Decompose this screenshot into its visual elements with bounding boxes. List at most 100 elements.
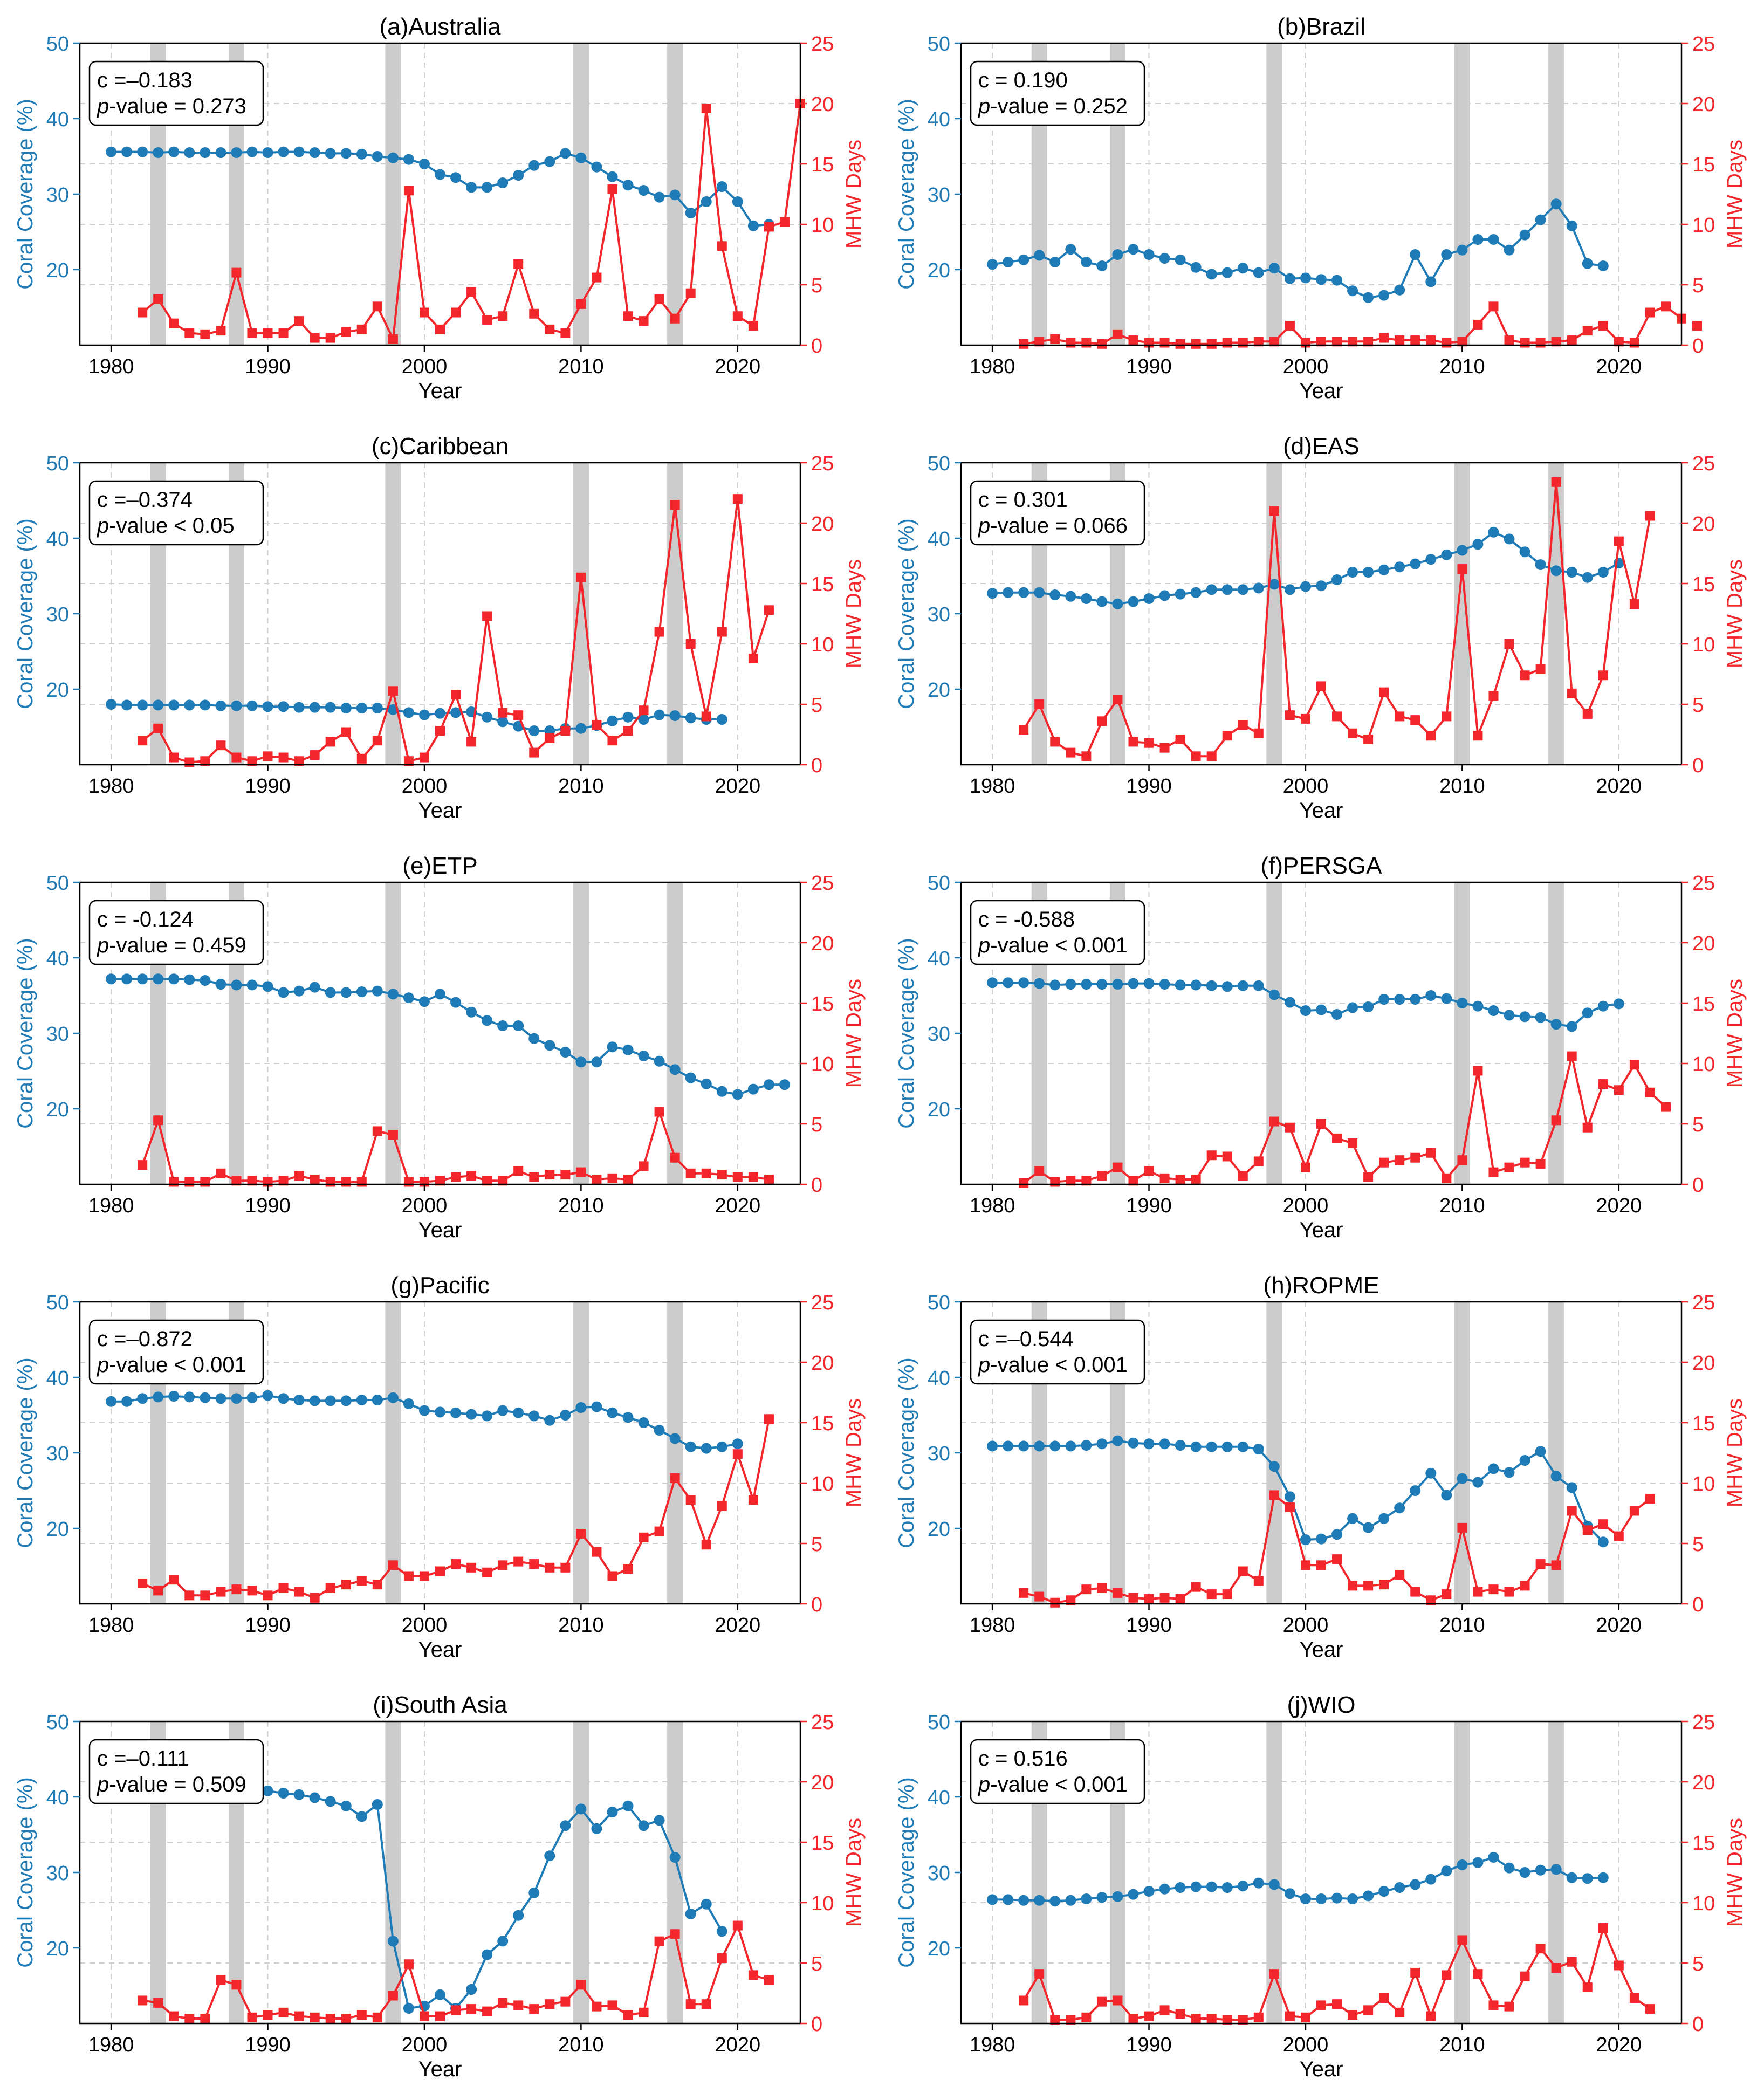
- coral-point: [1613, 998, 1624, 1010]
- coral-point: [607, 1807, 618, 1817]
- x-axis-label: Year: [1300, 799, 1343, 822]
- coral-point: [1018, 1440, 1029, 1452]
- mhw-point: [1488, 2000, 1499, 2010]
- coral-point: [450, 172, 462, 183]
- coral-point: [1535, 214, 1546, 225]
- mhw-point: [1269, 506, 1279, 516]
- y-left-tick-label: 20: [46, 1518, 69, 1541]
- mhw-point: [1504, 1587, 1514, 1597]
- mhw-point: [1034, 1166, 1045, 1176]
- x-axis-label: Year: [1300, 1218, 1343, 1242]
- mhw-point: [1034, 1591, 1045, 1602]
- coral-point: [435, 1406, 445, 1418]
- mhw-point: [1582, 1525, 1593, 1535]
- mhw-point: [1395, 1570, 1405, 1580]
- y-right-tick-label: 15: [1692, 993, 1715, 1015]
- mhw-point: [1535, 664, 1546, 675]
- mhw-point: [498, 311, 508, 321]
- x-tick-label: 1990: [245, 1614, 291, 1637]
- coral-point: [1457, 998, 1468, 1008]
- event-band: [1454, 1721, 1470, 2023]
- mhw-point: [1473, 1587, 1483, 1597]
- mhw-point: [1222, 338, 1232, 348]
- coral-point: [278, 1393, 289, 1404]
- x-tick-label: 2000: [1283, 775, 1329, 798]
- mhw-point: [1332, 1999, 1342, 2009]
- coral-point: [1457, 1859, 1468, 1870]
- y-left-tick-label: 40: [928, 1367, 950, 1390]
- mhw-point: [701, 1540, 711, 1550]
- coral-point: [278, 146, 289, 157]
- coral-point: [1331, 1892, 1343, 1904]
- mhw-point: [576, 1529, 586, 1539]
- mhw-point: [1567, 1051, 1577, 1061]
- y-right-tick-label: 5: [1692, 275, 1704, 297]
- y-right-tick-label: 15: [811, 1412, 834, 1435]
- stats-box: [970, 1739, 1145, 1804]
- mhw-point: [1300, 1162, 1310, 1172]
- y-right-tick-label: 25: [811, 452, 834, 475]
- mhw-point: [482, 611, 492, 621]
- mhw-point: [607, 736, 617, 746]
- y-left-tick-label: 20: [928, 1099, 950, 1121]
- x-tick-label: 1980: [88, 775, 134, 798]
- mhw-point: [1551, 337, 1561, 347]
- coral-point: [1049, 1440, 1061, 1452]
- mhw-point: [403, 1571, 414, 1581]
- mhw-point: [278, 1583, 289, 1593]
- coral-point: [763, 1079, 774, 1090]
- coral-line: [992, 1856, 1603, 1903]
- y-right-tick-label: 10: [1692, 214, 1715, 237]
- coral-point: [1237, 1441, 1248, 1452]
- mhw-point: [1128, 335, 1138, 346]
- coral-point: [1331, 574, 1343, 585]
- coral-point: [278, 987, 289, 998]
- coral-point: [1488, 526, 1499, 538]
- mhw-point: [1332, 711, 1342, 722]
- coral-point: [246, 146, 258, 157]
- coral-point: [356, 703, 367, 713]
- coral-point: [418, 709, 430, 720]
- mhw-point: [1473, 731, 1483, 741]
- mhw-point: [231, 267, 242, 278]
- mhw-point: [372, 736, 382, 746]
- mhw-point: [498, 708, 508, 718]
- mhw-point: [732, 1172, 743, 1182]
- mhw-point: [1050, 334, 1060, 344]
- coral-point: [1253, 1877, 1264, 1889]
- mhw-point: [623, 2010, 633, 2020]
- mhw-point: [513, 259, 524, 269]
- x-tick-label: 1990: [1126, 1195, 1172, 1217]
- mhw-point: [685, 1168, 696, 1178]
- mhw-point: [294, 1587, 304, 1597]
- y-left-tick-label: 30: [928, 1023, 950, 1046]
- coral-point: [1394, 561, 1405, 573]
- mhw-point: [1535, 1158, 1546, 1169]
- mhw-point: [1348, 1138, 1358, 1148]
- mhw-point: [1316, 2000, 1326, 2010]
- mhw-point: [545, 324, 555, 334]
- mhw-point: [403, 1177, 414, 1187]
- coral-line: [111, 703, 722, 732]
- x-tick-label: 1990: [245, 1195, 291, 1217]
- mhw-point: [200, 1177, 210, 1187]
- mhw-point: [1535, 1944, 1546, 1954]
- mhw-point: [1426, 1595, 1436, 1605]
- mhw-point: [1488, 1167, 1499, 1177]
- mhw-point: [529, 1172, 539, 1182]
- y-left-tick-label: 50: [928, 33, 950, 56]
- coral-point: [1128, 244, 1139, 255]
- coral-point: [1175, 254, 1186, 265]
- mhw-point: [513, 710, 524, 720]
- y-left-tick-label: 20: [928, 259, 950, 282]
- y-right-tick-label: 5: [811, 694, 822, 717]
- mhw-point: [670, 1152, 680, 1163]
- mhw-point: [184, 1590, 195, 1601]
- mhw-point: [717, 241, 727, 251]
- mhw-point: [592, 1547, 602, 1557]
- y-left-axis-label: Coral Coverage (%): [13, 1357, 37, 1548]
- mhw-point: [247, 2012, 257, 2022]
- coral-point: [1566, 567, 1577, 578]
- mhw-point: [1066, 1176, 1076, 1186]
- coral-point: [246, 979, 258, 991]
